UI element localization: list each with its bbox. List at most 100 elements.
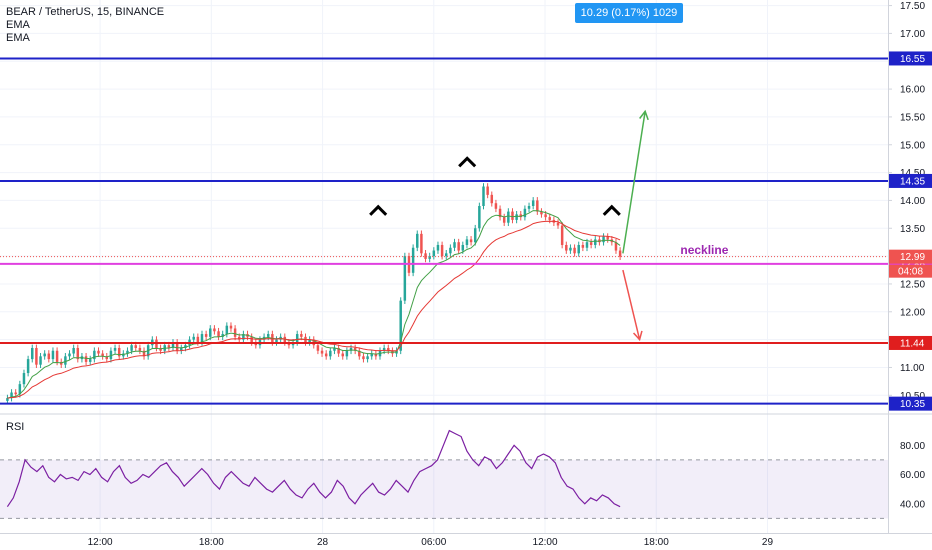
ema-indicator-2[interactable]: EMA <box>6 32 30 44</box>
candle-body <box>242 334 245 340</box>
candle-body <box>585 242 589 248</box>
candle-body <box>606 236 609 240</box>
candle-body <box>192 336 195 340</box>
level-10-35-tag-label: 10.35 <box>900 399 925 410</box>
level-16-55-tag <box>889 51 932 66</box>
candle-body <box>324 353 328 357</box>
last-price-tag <box>889 249 932 264</box>
candle-body <box>18 384 22 395</box>
candle-body <box>26 359 30 374</box>
candle-body <box>581 244 585 248</box>
price-tick-label: 13.50 <box>900 224 925 235</box>
candle-body <box>10 392 13 399</box>
candles-group <box>6 183 622 405</box>
candle-body <box>97 350 100 354</box>
ema-fast-line <box>7 210 621 399</box>
candle-body <box>275 339 278 343</box>
rsi-tick-label: 80.00 <box>900 441 925 452</box>
candle-body <box>548 217 551 220</box>
candle-body <box>540 211 543 215</box>
time-tick-label: 29 <box>762 537 774 548</box>
candle-body <box>399 300 402 351</box>
price-tick-label: 14.00 <box>900 196 925 207</box>
price-tick-label: 16.00 <box>900 85 925 96</box>
candle-body <box>345 350 349 357</box>
candle-body <box>35 347 38 365</box>
candle-body <box>93 350 96 360</box>
candle-body <box>465 239 469 245</box>
candle-body <box>440 244 444 257</box>
candle-body <box>101 353 104 357</box>
ema-indicator-1[interactable]: EMA <box>6 19 30 31</box>
chart-legend: BEAR / TetherUS, 15, BINANCE EMA EMA <box>6 6 164 45</box>
time-tick-label: 12:00 <box>533 537 558 548</box>
arrow-up <box>622 111 646 254</box>
candle-body <box>88 359 92 362</box>
candle-body <box>308 339 311 343</box>
candle-body <box>84 356 88 362</box>
price-tick-label: 11.00 <box>900 363 925 374</box>
candle-body <box>320 350 324 354</box>
candle-body <box>200 334 204 343</box>
candle-body <box>316 345 320 351</box>
pattern-chevron <box>458 156 477 168</box>
candle-body <box>432 250 436 257</box>
candle-body <box>362 356 365 360</box>
candle-body <box>295 334 299 343</box>
candle-body <box>420 233 423 254</box>
candle-body <box>130 345 133 351</box>
candle-body <box>171 342 175 348</box>
pattern-chevron <box>369 204 388 216</box>
candle-body <box>209 328 212 337</box>
candle-body <box>353 347 357 351</box>
candle-body <box>329 350 332 357</box>
candle-body <box>436 244 440 251</box>
price-tick-label: 15.50 <box>900 112 925 123</box>
candle-body <box>341 353 344 357</box>
candle-body <box>565 244 568 251</box>
candle-body <box>184 345 187 348</box>
candle-body <box>428 256 431 259</box>
candle-body <box>445 253 448 257</box>
candle-body <box>457 242 460 251</box>
candle-body <box>68 353 71 357</box>
candle-body <box>217 331 220 337</box>
candle-body <box>523 208 527 218</box>
candle-body <box>515 214 518 220</box>
candle-body <box>300 334 303 337</box>
countdown-label: 04:08 <box>898 267 923 278</box>
candle-body <box>502 217 506 223</box>
rsi-band <box>0 459 888 519</box>
candle-body <box>461 244 465 251</box>
pattern-chevron <box>602 204 621 216</box>
candle-body <box>482 186 485 206</box>
candle-body <box>366 356 369 360</box>
arrow-head-up <box>639 109 649 121</box>
candle-body <box>569 247 572 251</box>
candle-body <box>403 256 407 301</box>
price-tick-label: 10.50 <box>900 391 925 402</box>
price-tick-label: 17.00 <box>900 29 925 40</box>
candle-body <box>229 325 233 329</box>
candle-body <box>283 336 287 343</box>
symbol-title[interactable]: BEAR / TetherUS, 15, BINANCE <box>6 6 165 18</box>
candle-body <box>349 347 353 351</box>
candle-body <box>453 242 456 248</box>
candle-body <box>618 250 622 257</box>
price-tick-label: 14.50 <box>900 168 925 179</box>
candle-body <box>225 325 229 335</box>
time-tick-label: 12:00 <box>88 537 113 548</box>
candle-body <box>142 350 146 357</box>
candle-body <box>233 328 237 337</box>
candle-body <box>424 253 427 259</box>
arrow-down <box>622 269 641 340</box>
candle-body <box>490 194 494 204</box>
time-tick-label: 18:00 <box>199 537 224 548</box>
rsi-line <box>6 429 621 508</box>
rsi-label[interactable]: RSI <box>6 421 25 433</box>
candle-body <box>469 239 473 243</box>
level-10-35-tag <box>889 396 932 411</box>
candle-body <box>6 398 9 401</box>
candle-body <box>250 336 253 343</box>
